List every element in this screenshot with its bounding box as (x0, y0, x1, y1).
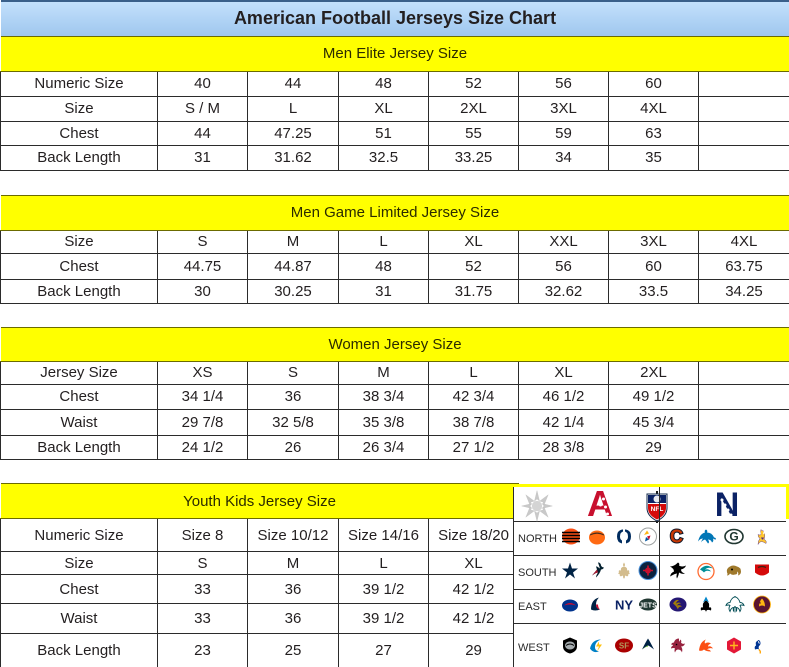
svg-text:SF: SF (619, 641, 629, 650)
svg-text:N: N (715, 488, 740, 522)
svg-text:G: G (729, 529, 738, 543)
svg-text:NFL: NFL (651, 506, 664, 513)
svg-text:C: C (670, 526, 683, 546)
svg-text:NY: NY (615, 597, 633, 612)
svg-text:JETS: JETS (639, 602, 657, 609)
